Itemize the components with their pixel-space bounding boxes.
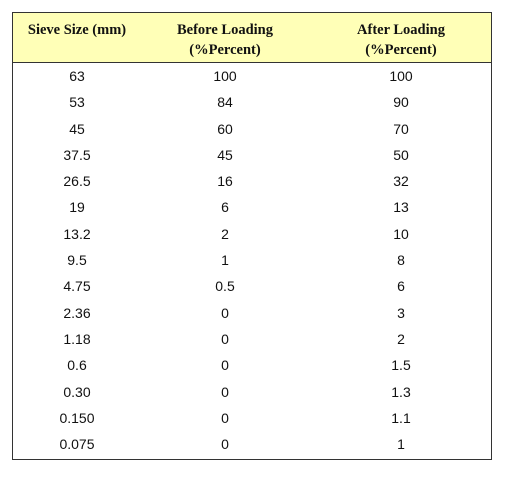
cell-sieve-size: 0.6 xyxy=(67,357,87,374)
table-row: 9.5 1 8 xyxy=(13,247,491,273)
cell-before-loading: 0 xyxy=(221,330,229,347)
cell-before-loading: 1 xyxy=(221,252,229,269)
cell-after-loading: 13 xyxy=(393,199,409,216)
cell-after-loading: 32 xyxy=(393,173,409,190)
cell-before-loading: 0 xyxy=(221,357,229,374)
cell-sieve-size: 26.5 xyxy=(63,173,91,190)
cell-after-loading: 50 xyxy=(393,146,409,163)
table-header: Sieve Size (mm) Before Loading (%Percent… xyxy=(13,13,491,63)
table-row: 0.30 0 1.3 xyxy=(13,379,491,405)
cell-sieve-size: 19 xyxy=(69,199,85,216)
header-sieve-size-label: Sieve Size (mm) xyxy=(27,22,127,38)
cell-before-loading: 0 xyxy=(221,383,229,400)
cell-before-loading: 0 xyxy=(221,304,229,321)
cell-sieve-size: 53 xyxy=(69,94,85,111)
table-row: 19 6 13 xyxy=(13,194,491,220)
cell-after-loading: 1.5 xyxy=(391,357,411,374)
table-row: 2.36 0 3 xyxy=(13,300,491,326)
cell-before-loading: 100 xyxy=(213,68,237,84)
cell-after-loading: 1 xyxy=(397,436,405,453)
cell-before-loading: 60 xyxy=(217,120,233,137)
header-sieve-size: Sieve Size (mm) xyxy=(13,20,141,40)
cell-after-loading: 3 xyxy=(397,304,405,321)
table-row: 45 60 70 xyxy=(13,116,491,142)
table-row: 13.2 2 10 xyxy=(13,221,491,247)
cell-sieve-size: 13.2 xyxy=(63,225,91,242)
header-after-loading-unit: (%Percent) xyxy=(365,42,437,58)
cell-sieve-size: 2.36 xyxy=(63,304,91,321)
cell-after-loading: 2 xyxy=(397,330,405,347)
cell-sieve-size: 63 xyxy=(69,68,85,84)
cell-before-loading: 16 xyxy=(217,173,233,190)
table-row: 0.6 0 1.5 xyxy=(13,352,491,378)
cell-sieve-size: 45 xyxy=(69,120,85,137)
cell-after-loading: 10 xyxy=(393,225,409,242)
cell-before-loading: 45 xyxy=(217,146,233,163)
table-row: 0.150 0 1.1 xyxy=(13,405,491,431)
table-row: 1.18 0 2 xyxy=(13,326,491,352)
cell-before-loading: 0 xyxy=(221,409,229,426)
cell-before-loading: 0 xyxy=(221,436,229,453)
header-before-loading-label: Before Loading xyxy=(177,22,273,38)
cell-after-loading: 70 xyxy=(393,120,409,137)
cell-sieve-size: 37.5 xyxy=(63,146,91,163)
cell-sieve-size: 9.5 xyxy=(67,252,87,269)
cell-before-loading: 0.5 xyxy=(215,278,235,295)
cell-after-loading: 1.3 xyxy=(391,383,411,400)
cell-sieve-size: 0.30 xyxy=(63,383,91,400)
cell-sieve-size: 0.075 xyxy=(59,436,95,453)
header-after-loading-label: After Loading xyxy=(357,22,445,38)
table-row: 4.75 0.5 6 xyxy=(13,273,491,299)
cell-after-loading: 6 xyxy=(397,278,405,295)
table-row: 53 84 90 xyxy=(13,89,491,115)
cell-after-loading: 100 xyxy=(389,68,413,84)
header-after-loading: After Loading (%Percent) xyxy=(331,20,471,60)
cell-after-loading: 8 xyxy=(397,252,405,269)
header-before-loading: Before Loading (%Percent) xyxy=(155,20,295,60)
table-row: 0.075 0 1 xyxy=(13,431,491,457)
header-before-loading-unit: (%Percent) xyxy=(189,42,261,58)
cell-sieve-size: 0.150 xyxy=(59,409,95,426)
table-row: 37.5 45 50 xyxy=(13,142,491,168)
table-row: 26.5 16 32 xyxy=(13,168,491,194)
cell-sieve-size: 4.75 xyxy=(63,278,91,295)
cell-after-loading: 1.1 xyxy=(391,409,411,426)
cell-before-loading: 6 xyxy=(221,199,229,216)
cell-before-loading: 84 xyxy=(217,94,233,111)
cell-sieve-size: 1.18 xyxy=(63,330,91,347)
sieve-analysis-table: Sieve Size (mm) Before Loading (%Percent… xyxy=(12,12,492,460)
cell-before-loading: 2 xyxy=(221,225,229,242)
table-row: 63 100 100 xyxy=(13,63,491,89)
cell-after-loading: 90 xyxy=(393,94,409,111)
table-body: 63 100 100 53 84 90 45 60 70 37.5 45 50 26.5 16 32 19 6 1… xyxy=(13,63,491,457)
